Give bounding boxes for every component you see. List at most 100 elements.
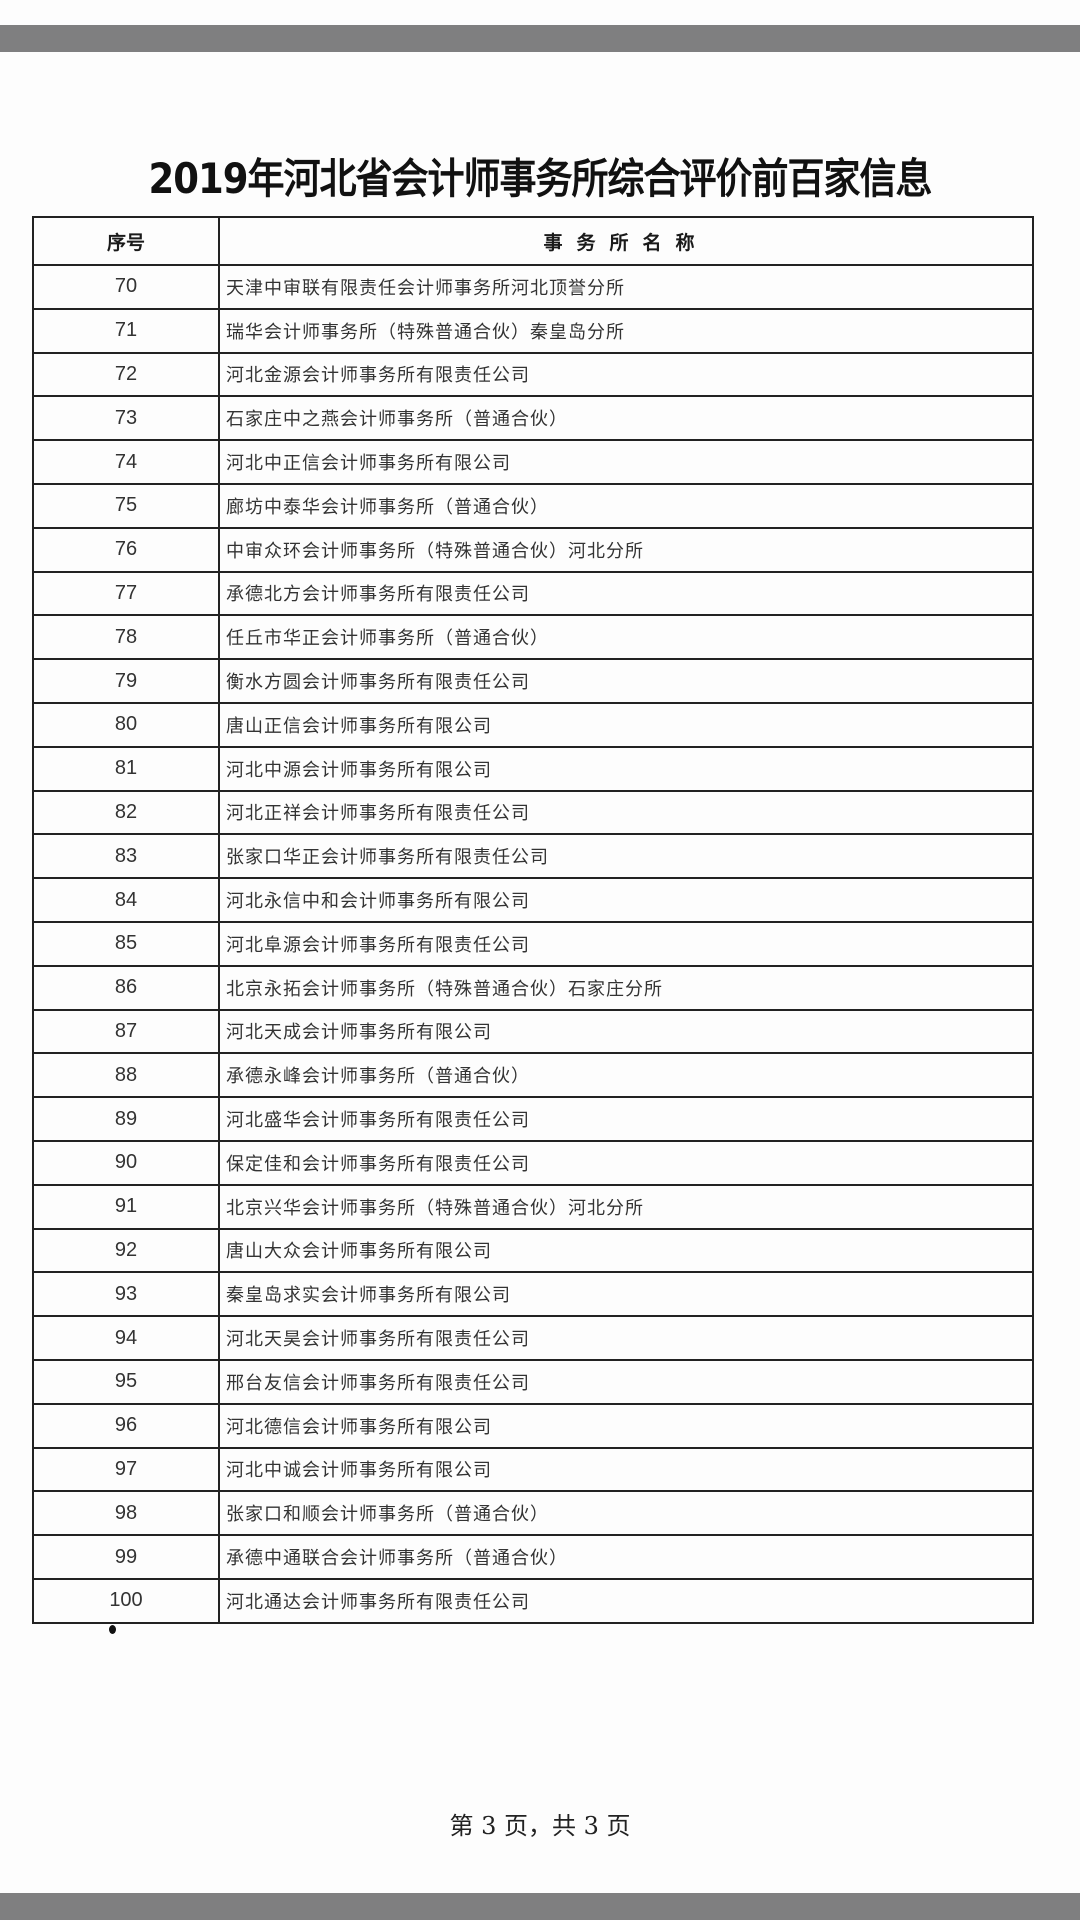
- table-row: 94 河北天昊会计师事务所有限责任公司: [32, 1315, 1034, 1361]
- table-row: 74 河北中正信会计师事务所有限公司: [32, 439, 1034, 485]
- table-row: 83 张家口华正会计师事务所有限责任公司: [32, 833, 1034, 880]
- table-row: 91 北京兴华会计师事务所（特殊普通合伙）河北分所: [32, 1183, 1034, 1230]
- row-number: 74: [32, 439, 220, 485]
- table-header-row: 序号 事务所名称: [32, 216, 1034, 266]
- document-title: 2019年河北省会计师事务所综合评价前百家信息: [148, 154, 933, 203]
- stray-dot-mark: [109, 1625, 116, 1634]
- row-number: 87: [32, 1008, 220, 1055]
- row-number: 97: [32, 1446, 220, 1493]
- table-row: 89 河北盛华会计师事务所有限责任公司: [32, 1096, 1034, 1142]
- table-row: 80 唐山正信会计师事务所有限公司: [32, 701, 1034, 748]
- table-row: 99 承德中通联合会计师事务所（普通合伙）: [32, 1534, 1034, 1580]
- row-number: 83: [32, 833, 220, 880]
- row-number: 85: [32, 920, 220, 967]
- table-row: 96 河北德信会计师事务所有限公司: [32, 1402, 1034, 1449]
- table-row: 70 天津中审联有限责任会计师事务所河北顶誉分所: [32, 264, 1034, 310]
- page-number-footer: 第 3 页，共 3 页: [449, 1812, 631, 1840]
- table-row: 87 河北天成会计师事务所有限公司: [32, 1008, 1034, 1055]
- table-row: 76 中审众环会计师事务所（特殊普通合伙）河北分所: [32, 526, 1034, 573]
- table-row: 86 北京永拓会计师事务所（特殊普通合伙）石家庄分所: [32, 964, 1034, 1011]
- row-number: 81: [32, 745, 220, 792]
- firm-name: 河北天成会计师事务所有限公司: [218, 1008, 1034, 1055]
- firm-name: 河北德信会计师事务所有限公司: [218, 1402, 1034, 1449]
- firm-name: 北京永拓会计师事务所（特殊普通合伙）石家庄分所: [218, 964, 1034, 1011]
- firm-name: 邢台友信会计师事务所有限责任公司: [218, 1358, 1034, 1405]
- row-number: 70: [32, 264, 220, 310]
- firm-name: 中审众环会计师事务所（特殊普通合伙）河北分所: [218, 526, 1034, 573]
- row-number: 86: [32, 964, 220, 1011]
- firm-name: 天津中审联有限责任会计师事务所河北顶誉分所: [218, 264, 1034, 310]
- table-row: 75 廊坊中泰华会计师事务所（普通合伙）: [32, 482, 1034, 529]
- firm-name: 河北正祥会计师事务所有限责任公司: [218, 789, 1034, 836]
- row-number: 90: [32, 1139, 220, 1186]
- table-row: 85 河北阜源会计师事务所有限责任公司: [32, 920, 1034, 967]
- row-number: 94: [32, 1315, 220, 1361]
- row-number: 88: [32, 1052, 220, 1099]
- firm-name: 廊坊中泰华会计师事务所（普通合伙）: [218, 482, 1034, 529]
- firm-name: 张家口华正会计师事务所有限责任公司: [218, 833, 1034, 880]
- row-number: 75: [32, 482, 220, 529]
- firm-name: 唐山正信会计师事务所有限公司: [218, 701, 1034, 748]
- row-number: 73: [32, 395, 220, 442]
- row-number: 89: [32, 1096, 220, 1142]
- firm-name: 北京兴华会计师事务所（特殊普通合伙）河北分所: [218, 1183, 1034, 1230]
- firm-name: 张家口和顺会计师事务所（普通合伙）: [218, 1490, 1034, 1537]
- firm-name: 河北盛华会计师事务所有限责任公司: [218, 1096, 1034, 1142]
- table-row: 77 承德北方会计师事务所有限责任公司: [32, 570, 1034, 617]
- table-row: 98 张家口和顺会计师事务所（普通合伙）: [32, 1490, 1034, 1537]
- firm-name: 河北中诚会计师事务所有限公司: [218, 1446, 1034, 1493]
- table-row: 90 保定佳和会计师事务所有限责任公司: [32, 1139, 1034, 1186]
- viewer-top-bar: [0, 25, 1080, 52]
- firm-name: 河北永信中和会计师事务所有限公司: [218, 877, 1034, 923]
- table-row: 78 任丘市华正会计师事务所（普通合伙）: [32, 614, 1034, 661]
- firm-name: 承德永峰会计师事务所（普通合伙）: [218, 1052, 1034, 1099]
- firm-name: 衡水方圆会计师事务所有限责任公司: [218, 658, 1034, 704]
- table-row: 72 河北金源会计师事务所有限责任公司: [32, 351, 1034, 398]
- row-number: 96: [32, 1402, 220, 1449]
- row-number: 79: [32, 658, 220, 704]
- firm-name: 河北天昊会计师事务所有限责任公司: [218, 1315, 1034, 1361]
- row-number: 98: [32, 1490, 220, 1537]
- firm-name: 河北中正信会计师事务所有限公司: [218, 439, 1034, 485]
- viewer-bottom-bar: [0, 1893, 1080, 1920]
- table-row: 95 邢台友信会计师事务所有限责任公司: [32, 1358, 1034, 1405]
- table-row: 82 河北正祥会计师事务所有限责任公司: [32, 789, 1034, 836]
- firms-table: 序号 事务所名称 70 天津中审联有限责任会计师事务所河北顶誉分所 71 瑞华会计师事…: [32, 216, 1034, 1624]
- row-number: 92: [32, 1227, 220, 1274]
- table-row: 71 瑞华会计师事务所（特殊普通合伙）秦皇岛分所: [32, 307, 1034, 354]
- row-number: 82: [32, 789, 220, 836]
- firm-name: 河北中源会计师事务所有限公司: [218, 745, 1034, 792]
- row-number: 100: [32, 1577, 220, 1624]
- table-row: 79 衡水方圆会计师事务所有限责任公司: [32, 658, 1034, 704]
- firm-name: 石家庄中之燕会计师事务所（普通合伙）: [218, 395, 1034, 442]
- firm-name: 承德北方会计师事务所有限责任公司: [218, 570, 1034, 617]
- firm-name: 河北阜源会计师事务所有限责任公司: [218, 920, 1034, 967]
- firm-name: 承德中通联合会计师事务所（普通合伙）: [218, 1534, 1034, 1580]
- row-number: 80: [32, 701, 220, 748]
- table-row: 84 河北永信中和会计师事务所有限公司: [32, 877, 1034, 923]
- row-number: 72: [32, 351, 220, 398]
- table-row: 73 石家庄中之燕会计师事务所（普通合伙）: [32, 395, 1034, 442]
- row-number: 91: [32, 1183, 220, 1230]
- firm-name: 唐山大众会计师事务所有限公司: [218, 1227, 1034, 1274]
- header-firm-name: 事务所名称: [218, 216, 1034, 266]
- row-number: 84: [32, 877, 220, 923]
- table-row: 100 河北通达会计师事务所有限责任公司: [32, 1577, 1034, 1624]
- header-number: 序号: [32, 216, 220, 266]
- firm-name: 任丘市华正会计师事务所（普通合伙）: [218, 614, 1034, 661]
- table-row: 93 秦皇岛求实会计师事务所有限公司: [32, 1271, 1034, 1318]
- row-number: 95: [32, 1358, 220, 1405]
- table-row: 88 承德永峰会计师事务所（普通合伙）: [32, 1052, 1034, 1099]
- row-number: 76: [32, 526, 220, 573]
- row-number: 77: [32, 570, 220, 617]
- row-number: 99: [32, 1534, 220, 1580]
- table-row: 81 河北中源会计师事务所有限公司: [32, 745, 1034, 792]
- firm-name: 保定佳和会计师事务所有限责任公司: [218, 1139, 1034, 1186]
- row-number: 93: [32, 1271, 220, 1318]
- table-row: 97 河北中诚会计师事务所有限公司: [32, 1446, 1034, 1493]
- row-number: 71: [32, 307, 220, 354]
- firm-name: 河北通达会计师事务所有限责任公司: [218, 1577, 1034, 1624]
- firm-name: 秦皇岛求实会计师事务所有限公司: [218, 1271, 1034, 1318]
- firm-name: 瑞华会计师事务所（特殊普通合伙）秦皇岛分所: [218, 307, 1034, 354]
- row-number: 78: [32, 614, 220, 661]
